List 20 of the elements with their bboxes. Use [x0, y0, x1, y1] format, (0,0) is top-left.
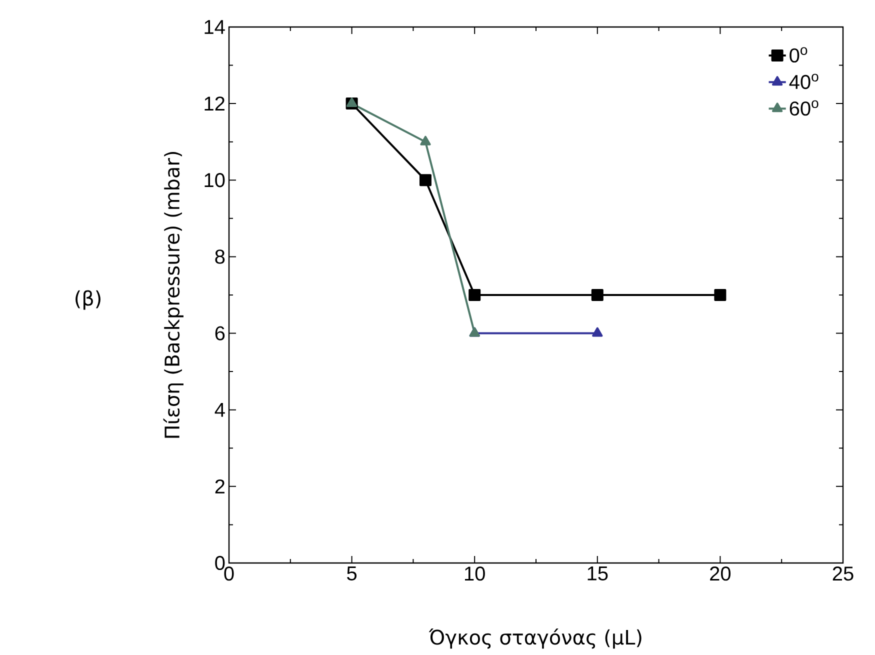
y-tick-label: 0	[215, 556, 225, 570]
x-tick-label: 15	[588, 566, 608, 580]
x-tick-label: 5	[347, 566, 357, 580]
legend-label: 60$^{o}$	[790, 100, 818, 116]
y-tick-label: 2	[215, 479, 224, 494]
x-tick-label: 25	[832, 566, 854, 581]
y-tick-label: 14	[204, 20, 225, 34]
y-tick-label: 6	[215, 326, 225, 340]
x-axis-title: Όγκος σταγόνας (μL)	[428, 628, 642, 649]
legend-label: 0$^{o}$	[790, 47, 808, 63]
y-tick-label: 8	[215, 250, 225, 264]
x-tick-label: 0	[224, 566, 234, 581]
y-tick-label: 10	[204, 173, 225, 188]
x-tick-label: 20	[710, 566, 731, 581]
y-tick-label: 4	[214, 402, 225, 417]
x-tick-label: 10	[465, 566, 485, 581]
text: (β)	[76, 290, 100, 310]
y-axis-title: Πίεση (Backpressure) (mbar)	[163, 152, 184, 438]
legend-label: 40$^{o}$	[789, 74, 818, 90]
y-tick-label: 12	[204, 96, 224, 111]
